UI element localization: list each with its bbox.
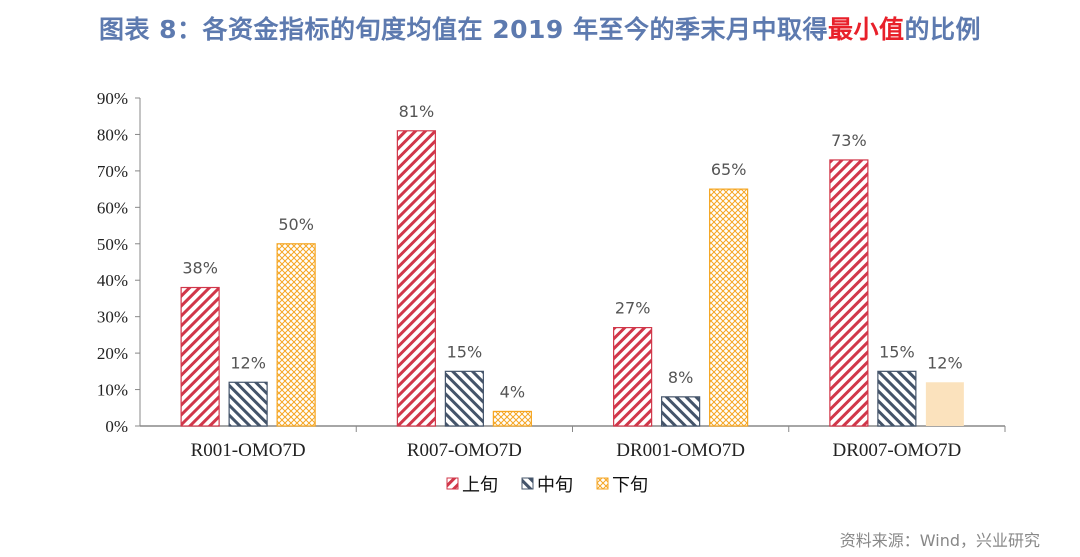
y-tick-label: 90%: [97, 89, 128, 108]
data-label: 8%: [668, 368, 693, 387]
legend-swatch-2: [521, 477, 534, 490]
legend-label: 下旬: [612, 475, 648, 496]
title-text: 图表 8：各资金指标的旬度均值在 2019 年至今的季末月中取得: [98, 15, 829, 44]
chart-title: 图表 8：各资金指标的旬度均值在 2019 年至今的季末月中取得最小值的比例: [0, 10, 1080, 46]
data-label: 50%: [278, 215, 314, 234]
x-category-label: R001-OMO7D: [191, 440, 306, 461]
bar-2-1: [228, 381, 268, 427]
y-tick-label: 10%: [97, 381, 128, 400]
legend-label: 中旬: [537, 475, 573, 496]
y-tick-label: 80%: [97, 125, 128, 144]
y-tick-label: 0%: [105, 417, 128, 436]
bar-3-3: [709, 188, 749, 427]
y-tick-label: 20%: [97, 344, 128, 363]
bar-1-1: [180, 286, 220, 427]
bar-3-1: [276, 243, 316, 427]
bar-3-2: [492, 410, 532, 427]
title-suffix: 的比例: [904, 15, 982, 44]
bar-1-2: [396, 130, 436, 427]
data-label: 15%: [879, 342, 915, 361]
data-label: 27%: [615, 299, 651, 318]
data-label: 12%: [230, 353, 266, 372]
data-label: 65%: [711, 160, 747, 179]
bar-2-2: [444, 370, 484, 427]
data-label: 38%: [182, 259, 218, 278]
data-label: 73%: [831, 131, 867, 150]
data-label: 4%: [500, 382, 525, 401]
bar-3-4: [925, 382, 964, 426]
y-tick-label: 70%: [97, 162, 128, 181]
legend-label: 上旬: [462, 475, 498, 496]
data-label: 12%: [927, 353, 963, 372]
data-label: 15%: [447, 342, 483, 361]
title-highlight: 最小值: [828, 15, 905, 44]
y-tick-label: 40%: [97, 271, 128, 290]
x-category-label: DR001-OMO7D: [616, 440, 745, 461]
bar-2-3: [661, 396, 701, 427]
source-note: 资料来源：Wind，兴业研究: [839, 531, 1040, 550]
y-tick-label: 30%: [97, 308, 128, 327]
y-tick-label: 50%: [97, 235, 128, 254]
x-category-label: DR007-OMO7D: [832, 440, 961, 461]
legend-swatch-3: [596, 477, 609, 490]
data-label: 81%: [399, 102, 435, 121]
x-category-label: R007-OMO7D: [407, 440, 522, 461]
bar-1-3: [613, 327, 653, 427]
legend-swatch-1: [446, 477, 459, 490]
bar-2-4: [877, 370, 917, 427]
bar-1-4: [829, 159, 869, 427]
y-tick-label: 60%: [97, 198, 128, 217]
